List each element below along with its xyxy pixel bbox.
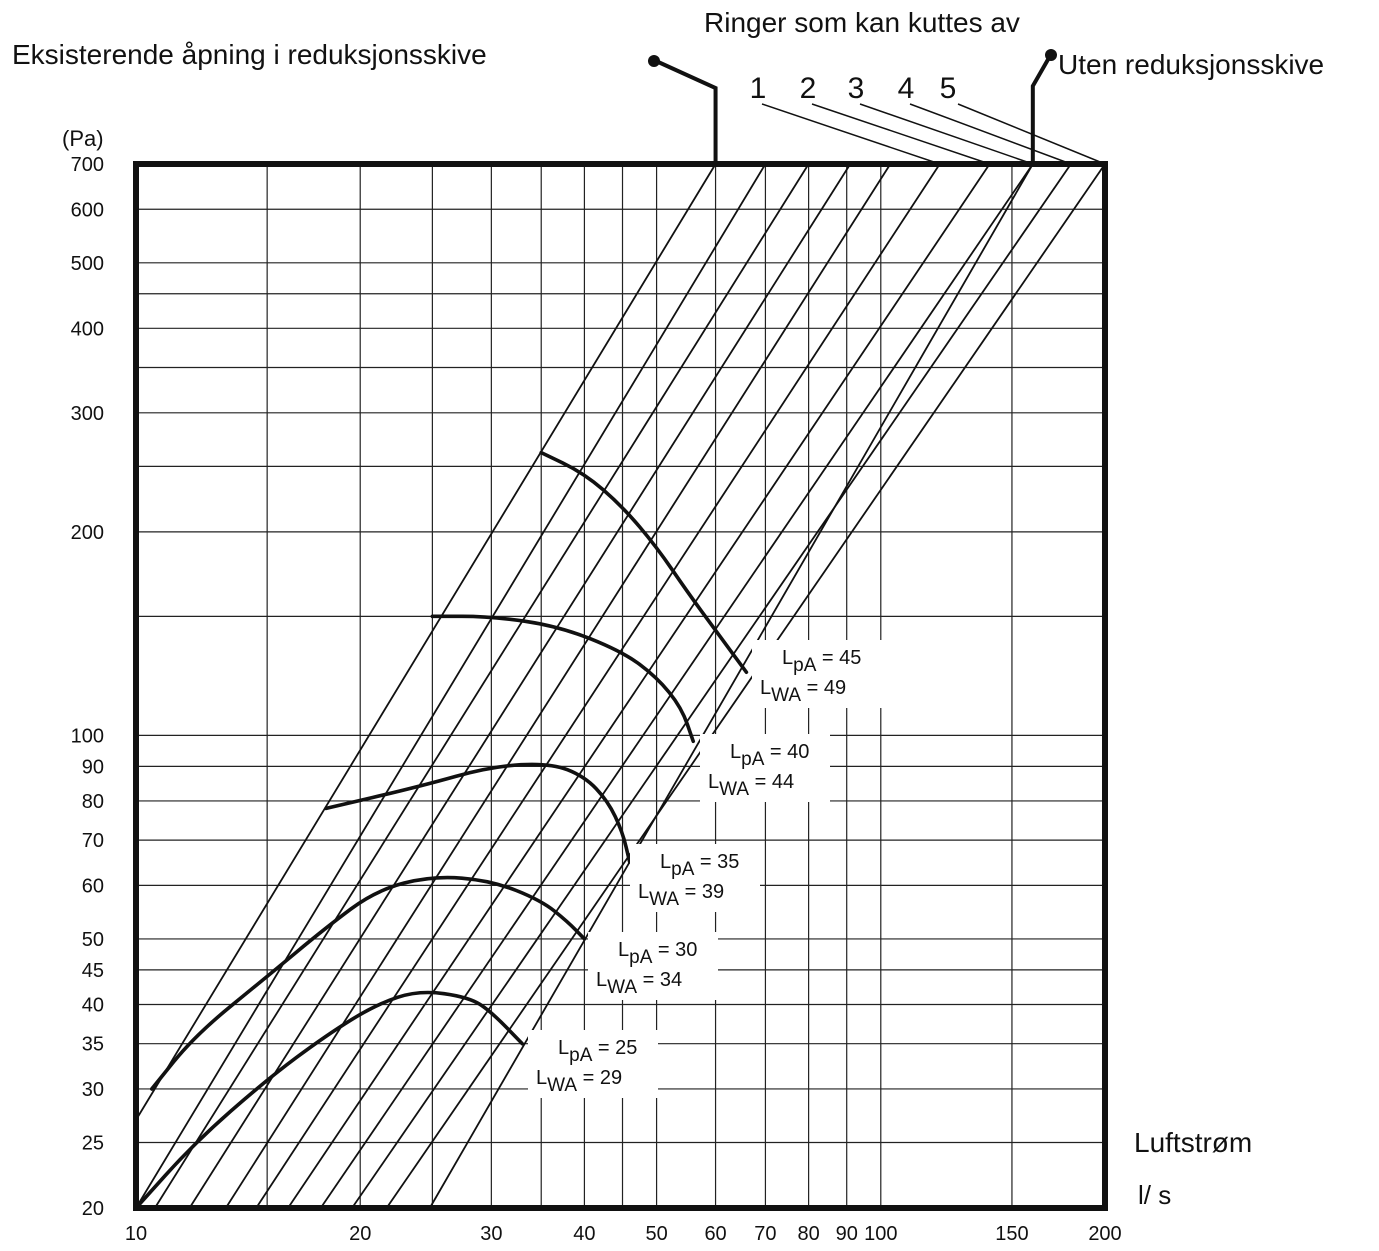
without-disc-dot	[1045, 49, 1057, 61]
y-tick-label: 45	[82, 960, 104, 982]
sound-label-box	[588, 932, 718, 1000]
y-tick-label: 100	[71, 725, 104, 747]
opening-line	[319, 163, 1034, 1209]
existing-opening-label: Eksisterende åpning i reduksjonsskive	[12, 39, 487, 70]
ring-leader	[957, 103, 1106, 165]
ring-number-label: 5	[940, 72, 957, 105]
y-tick-label: 70	[82, 830, 104, 852]
sound-power-label: LWA = 34	[596, 969, 682, 998]
sound-power-label: LWA = 49	[760, 677, 846, 706]
without-disc-leader	[1030, 55, 1052, 164]
y-tick-label: 700	[71, 154, 104, 176]
sound-pressure-label: LpA = 40	[730, 741, 809, 770]
ring-leader	[761, 103, 941, 165]
y-tick-label: 60	[82, 875, 104, 897]
x-tick-label: 20	[349, 1223, 371, 1245]
ring-number-label: 4	[898, 72, 915, 105]
ring-number-label: 1	[750, 72, 767, 105]
y-tick-label: 40	[82, 994, 104, 1016]
opening-line	[287, 163, 991, 1209]
sound-level-curve	[149, 875, 587, 1091]
annotation-layer: Eksisterende åpning i reduksjonsskive Ri…	[12, 7, 1324, 1210]
sound-pressure-label: LpA = 30	[618, 939, 697, 968]
sound-curves-layer	[134, 450, 749, 1210]
ring-leader	[859, 103, 1034, 165]
y-tick-label: 80	[82, 791, 104, 813]
tick-label-layer: 10 20 30 40 50 60 70 80 90 100 150 200 20 25 30 35 40 45 5…	[71, 154, 1122, 1245]
opening-line	[351, 163, 1072, 1209]
sound-pressure-label: LpA = 35	[660, 851, 739, 880]
opening-line	[225, 163, 892, 1209]
x-tick-label: 90	[836, 1223, 858, 1245]
opening-line	[135, 163, 717, 1121]
x-tick-label: 30	[480, 1223, 502, 1245]
x-axis-unit: l/ s	[1138, 1180, 1171, 1210]
y-tick-label: 30	[82, 1079, 104, 1101]
sound-pressure-label: LpA = 45	[782, 647, 861, 676]
existing-opening-leader	[655, 59, 718, 164]
opening-line	[385, 163, 1106, 1209]
y-tick-label: 25	[82, 1132, 104, 1154]
plot-frame	[133, 161, 1108, 1211]
existing-opening-dot	[648, 55, 660, 67]
y-tick-label: 300	[71, 403, 104, 425]
y-tick-label: 200	[71, 522, 104, 544]
sound-power-label: LWA = 29	[536, 1067, 622, 1096]
ring-number-label: 3	[848, 72, 865, 105]
x-tick-label: 100	[864, 1223, 897, 1245]
without-disc-label: Uten reduksjonsskive	[1058, 49, 1324, 80]
ring-number-label: 2	[800, 72, 817, 105]
y-tick-label: 35	[82, 1034, 104, 1056]
y-axis-label: (Pa)	[62, 126, 104, 151]
rings-title: Ringer som kan kuttes av	[704, 7, 1020, 38]
y-tick-label: 600	[71, 199, 104, 221]
sound-label-box	[700, 734, 830, 802]
sound-power-label: LWA = 44	[708, 771, 794, 800]
sound-level-curve	[539, 450, 749, 675]
y-tick-label: 20	[82, 1198, 104, 1220]
x-tick-label: 200	[1088, 1223, 1121, 1245]
x-tick-label: 70	[754, 1223, 776, 1245]
opening-line	[188, 163, 852, 1209]
x-tick-label: 60	[704, 1223, 726, 1245]
sound-pressure-label: LpA = 25	[558, 1037, 637, 1066]
x-tick-label: 40	[573, 1223, 595, 1245]
opening-line	[154, 163, 810, 1209]
x-tick-label: 10	[125, 1223, 147, 1245]
x-tick-label: 80	[797, 1223, 819, 1245]
x-tick-label: 150	[995, 1223, 1028, 1245]
x-axis-label: Luftstrøm	[1134, 1127, 1252, 1158]
x-tick-label: 50	[645, 1223, 667, 1245]
sound-level-curve	[134, 990, 524, 1210]
ring-leader	[811, 103, 990, 165]
y-tick-label: 400	[71, 318, 104, 340]
sound-power-label: LWA = 39	[638, 881, 724, 910]
sound-level-curve	[324, 762, 632, 864]
sound-label-box	[528, 1030, 658, 1098]
opening-line	[255, 163, 941, 1209]
y-tick-label: 50	[82, 929, 104, 951]
sound-level-curve	[430, 614, 696, 744]
ring-leader	[909, 103, 1072, 165]
sound-label-box	[752, 640, 882, 708]
y-tick-label: 500	[71, 253, 104, 275]
sound-label-box	[630, 844, 760, 912]
y-tick-label: 90	[82, 756, 104, 778]
opening-line	[135, 163, 767, 1209]
